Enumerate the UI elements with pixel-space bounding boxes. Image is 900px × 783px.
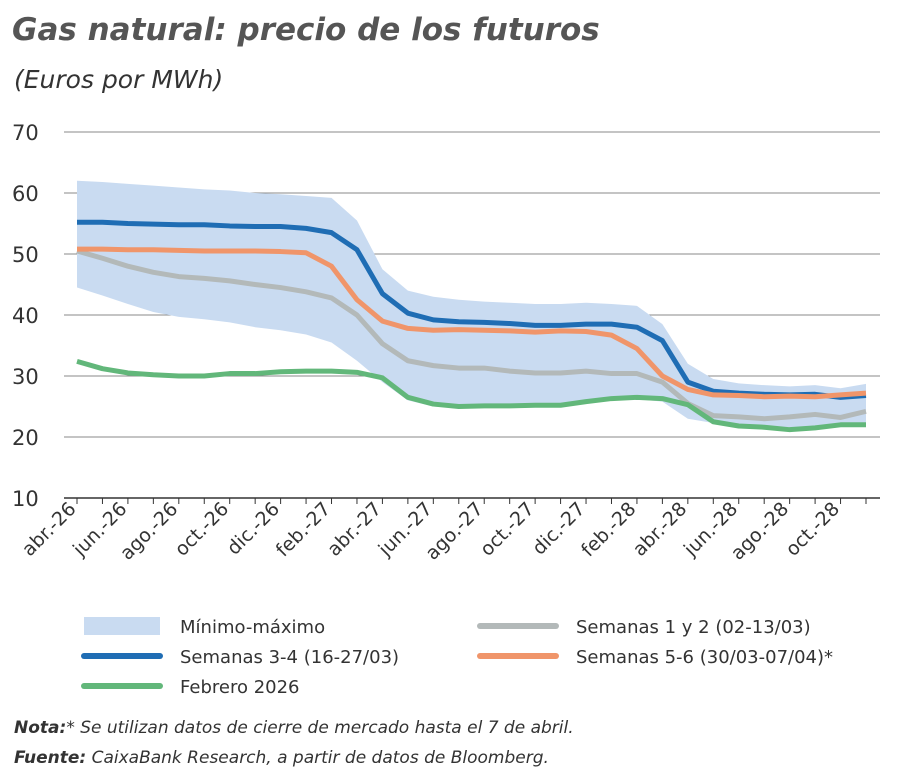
x-tick-label: feb.-28 <box>577 498 640 561</box>
y-tick-label: 20 <box>12 426 39 450</box>
y-tick-label: 60 <box>12 182 39 206</box>
legend-label: Semanas 1 y 2 (02-13/03) <box>576 617 811 638</box>
chart: Gas natural: precio de los futuros (Euro… <box>12 12 880 698</box>
series-line <box>77 219 867 400</box>
note-label: Nota: <box>14 718 67 738</box>
y-tick-label: 50 <box>12 243 39 267</box>
y-tick-label: 30 <box>12 365 39 389</box>
x-tick-label: abr.-27 <box>323 498 386 561</box>
x-tick-label: oct.-26 <box>171 498 234 561</box>
x-tick-label: oct.-28 <box>781 498 844 561</box>
y-tick-label: 10 <box>12 487 39 511</box>
series-line <box>77 246 867 400</box>
y-tick-label: 40 <box>12 304 39 328</box>
source-label: Fuente: <box>14 748 87 768</box>
y-tick-label: 70 <box>12 121 39 145</box>
series-line <box>76 248 867 422</box>
legend-label: Febrero 2026 <box>180 677 300 698</box>
source: Fuente: CaixaBank Research, a partir de … <box>14 748 549 768</box>
chart-title: Gas natural: precio de los futuros <box>12 12 600 48</box>
range-band <box>77 180 866 431</box>
legend-label: Semanas 5-6 (30/03-07/04)* <box>576 647 833 668</box>
x-tick-label: oct.-27 <box>476 498 539 561</box>
legend-label: Mínimo-máximo <box>180 617 325 638</box>
x-tick-label: feb.-27 <box>272 498 335 561</box>
legend-swatch <box>84 617 160 635</box>
chart-subtitle: (Euros por MWh) <box>14 65 223 94</box>
x-tick-label: abr.-28 <box>629 498 692 561</box>
legend-label: Semanas 3-4 (16-27/03) <box>180 647 399 668</box>
series-line <box>76 358 866 433</box>
note: Nota:* Se utilizan datos de cierre de me… <box>14 718 574 738</box>
source-text: CaixaBank Research, a partir de datos de… <box>86 748 549 768</box>
note-text: * Se utilizan datos de cierre de mercado… <box>66 718 574 738</box>
